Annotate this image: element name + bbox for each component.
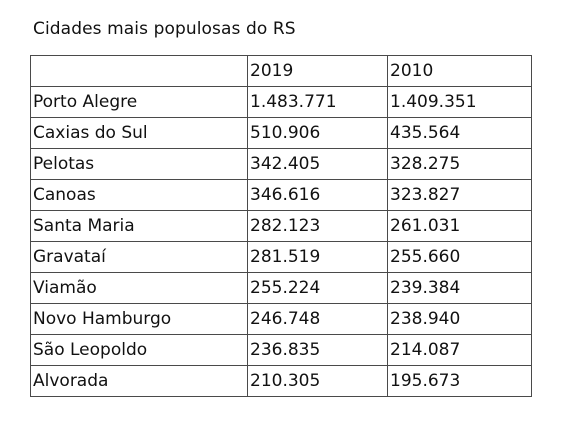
pop-2019-cell: 282.123 [247,210,388,242]
pop-2019-cell: 210.305 [247,365,388,397]
pop-2019-cell: 236.835 [247,334,388,366]
table-row: Viamão 255.224 239.384 [30,272,532,304]
pop-2010-cell: 238.940 [387,303,532,335]
pop-2010-cell: 261.031 [387,210,532,242]
pop-2019-cell: 342.405 [247,148,388,180]
population-table: 2019 2010 Porto Alegre 1.483.771 1.409.3… [30,55,532,397]
table-row: Gravataí 281.519 255.660 [30,241,532,273]
pop-2019-cell: 281.519 [247,241,388,273]
header-2019: 2019 [247,55,388,87]
city-cell: Canoas [30,179,248,211]
city-cell: Pelotas [30,148,248,180]
pop-2019-cell: 246.748 [247,303,388,335]
table-title: Cidades mais populosas do RS [33,19,296,39]
city-cell: Gravataí [30,241,248,273]
city-cell: Viamão [30,272,248,304]
table-header-row: 2019 2010 [30,55,532,87]
pop-2010-cell: 214.087 [387,334,532,366]
table-row: São Leopoldo 236.835 214.087 [30,334,532,366]
table-row: Caxias do Sul 510.906 435.564 [30,117,532,149]
city-cell: Santa Maria [30,210,248,242]
city-cell: Porto Alegre [30,86,248,118]
city-cell: Alvorada [30,365,248,397]
pop-2010-cell: 195.673 [387,365,532,397]
city-cell: Novo Hamburgo [30,303,248,335]
pop-2010-cell: 239.384 [387,272,532,304]
table-row: Pelotas 342.405 328.275 [30,148,532,180]
pop-2019-cell: 1.483.771 [247,86,388,118]
pop-2019-cell: 255.224 [247,272,388,304]
pop-2010-cell: 328.275 [387,148,532,180]
pop-2010-cell: 255.660 [387,241,532,273]
table-row: Novo Hamburgo 246.748 238.940 [30,303,532,335]
pop-2019-cell: 346.616 [247,179,388,211]
table-row: Porto Alegre 1.483.771 1.409.351 [30,86,532,118]
header-city [30,55,248,87]
table-row: Alvorada 210.305 195.673 [30,365,532,397]
pop-2019-cell: 510.906 [247,117,388,149]
table-row: Canoas 346.616 323.827 [30,179,532,211]
table-row: Santa Maria 282.123 261.031 [30,210,532,242]
pop-2010-cell: 435.564 [387,117,532,149]
pop-2010-cell: 323.827 [387,179,532,211]
header-2010: 2010 [387,55,532,87]
city-cell: Caxias do Sul [30,117,248,149]
pop-2010-cell: 1.409.351 [387,86,532,118]
city-cell: São Leopoldo [30,334,248,366]
